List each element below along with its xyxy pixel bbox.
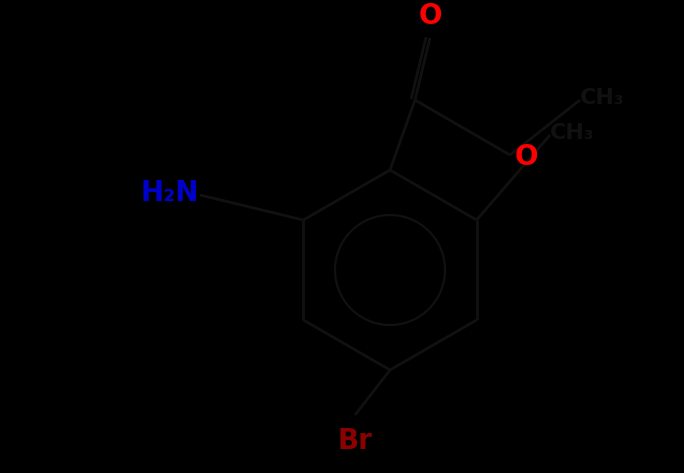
- Text: CH₃: CH₃: [550, 123, 594, 143]
- Text: H₂N: H₂N: [141, 179, 199, 207]
- Text: CH₃: CH₃: [579, 88, 624, 108]
- Text: Br: Br: [338, 427, 372, 455]
- Text: O: O: [418, 2, 442, 30]
- Text: O: O: [514, 143, 538, 171]
